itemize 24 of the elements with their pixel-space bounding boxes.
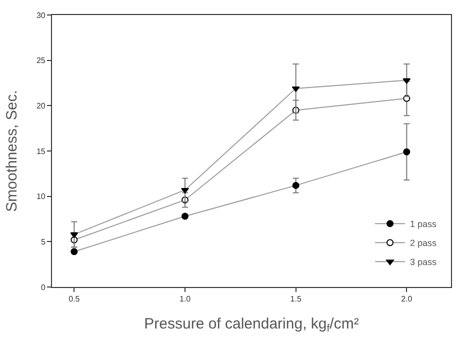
- point: [181, 188, 189, 194]
- point: [292, 182, 300, 189]
- y-tick-label: 20: [36, 101, 46, 110]
- y-tick-label: 25: [36, 56, 46, 66]
- point: [70, 248, 78, 256]
- y-tick-label: 30: [36, 10, 46, 20]
- y-tick-label: 0: [40, 282, 46, 292]
- x-tick-label: 0.5: [68, 294, 80, 304]
- point: [292, 86, 300, 92]
- x-axis-title: Pressure of calendaring, kg$_{f}$/cm²: [144, 316, 359, 335]
- x-tick-label: 1.0: [179, 294, 192, 304]
- x-tick-label: 2.0: [401, 294, 413, 304]
- point: [403, 148, 410, 156]
- point: [402, 78, 411, 84]
- y-tick-label: 5: [40, 237, 46, 246]
- legend-label: 3 pass: [410, 257, 438, 268]
- point: [70, 232, 78, 238]
- y-axis-title: Smoothness, Sec.: [4, 90, 21, 212]
- y-tick-label: 10: [36, 192, 46, 202]
- y-tick-label: 15: [36, 146, 46, 156]
- point: [182, 212, 188, 220]
- legend-label: 1 pass: [410, 219, 438, 230]
- legend-label: 2 pass: [410, 238, 438, 248]
- x-tick-label: 1.5: [290, 294, 302, 304]
